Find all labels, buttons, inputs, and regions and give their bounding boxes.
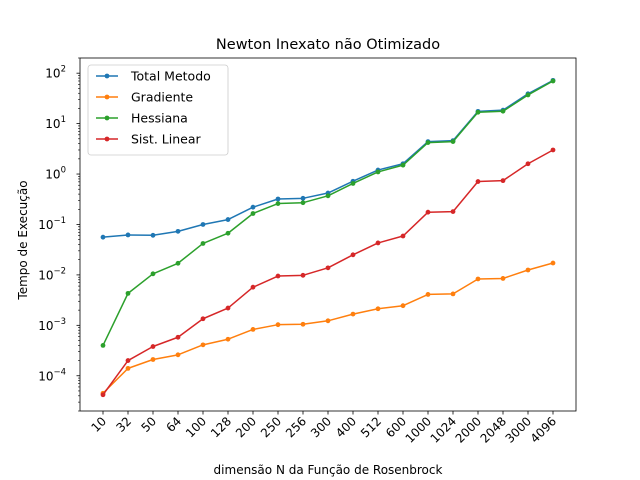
data-point-3-11 xyxy=(375,240,381,246)
data-point-2-11 xyxy=(375,169,381,175)
data-point-0-2 xyxy=(150,232,156,238)
chart-title: Newton Inexato não Otimizado xyxy=(216,37,440,53)
data-point-3-12 xyxy=(400,233,406,239)
data-point-3-13 xyxy=(425,209,431,215)
y-tick-label-3: 10−1 xyxy=(38,216,66,232)
data-point-3-6 xyxy=(250,284,256,290)
data-point-2-4 xyxy=(200,241,206,246)
data-point-1-8 xyxy=(300,321,306,327)
data-point-2-6 xyxy=(250,211,256,216)
data-point-2-16 xyxy=(500,108,506,114)
data-point-1-3 xyxy=(175,352,181,358)
data-point-2-10 xyxy=(350,181,356,186)
x-axis-label: dimensão N da Função de Rosenbrock xyxy=(214,463,443,477)
data-point-2-2 xyxy=(150,271,156,277)
data-point-2-3 xyxy=(175,260,181,266)
data-point-2-7 xyxy=(275,201,281,206)
legend-box xyxy=(87,64,229,156)
data-point-3-3 xyxy=(175,334,181,340)
data-point-3-17 xyxy=(525,161,531,167)
data-point-1-7 xyxy=(275,322,281,328)
data-point-1-13 xyxy=(425,292,431,297)
data-point-2-14 xyxy=(450,139,456,144)
data-point-1-15 xyxy=(475,276,481,282)
data-point-3-18 xyxy=(550,147,556,153)
data-point-2-0 xyxy=(100,342,106,348)
data-point-1-17 xyxy=(525,267,531,273)
data-point-1-10 xyxy=(350,311,356,317)
plot-area xyxy=(100,77,556,398)
data-point-1-18 xyxy=(550,260,556,266)
legend-marker-3 xyxy=(104,136,110,142)
data-point-3-15 xyxy=(475,179,481,184)
data-point-3-5 xyxy=(225,305,231,311)
legend-label-1: Gradiente xyxy=(131,90,193,105)
legend-marker-2 xyxy=(104,115,110,121)
data-point-0-5 xyxy=(225,217,231,222)
data-point-3-9 xyxy=(325,265,331,271)
data-point-0-1 xyxy=(125,232,131,238)
data-point-2-15 xyxy=(475,109,481,115)
data-point-3-16 xyxy=(500,178,506,184)
data-point-3-10 xyxy=(350,252,356,258)
data-point-1-1 xyxy=(125,365,131,371)
data-point-2-9 xyxy=(325,193,331,199)
y-tick-label-0: 10−4 xyxy=(38,367,66,383)
y-tick-label-1: 10−3 xyxy=(38,317,66,333)
data-point-1-14 xyxy=(450,291,456,297)
data-point-3-4 xyxy=(200,316,206,322)
data-point-1-6 xyxy=(250,327,256,332)
data-point-0-4 xyxy=(200,222,206,227)
data-point-2-12 xyxy=(400,162,406,168)
legend-label-3: Sist. Linear xyxy=(131,132,201,147)
data-point-1-5 xyxy=(225,336,231,342)
legend-label-0: Total Metodo xyxy=(130,69,211,84)
legend-marker-0 xyxy=(104,73,110,79)
data-point-1-12 xyxy=(400,303,406,309)
data-point-0-6 xyxy=(250,204,256,210)
data-point-2-1 xyxy=(125,290,131,296)
data-point-2-17 xyxy=(525,92,531,98)
data-point-2-8 xyxy=(300,200,306,206)
data-point-2-18 xyxy=(550,78,556,84)
legend: Total Metodo Gradiente Hessiana Sist. Linea… xyxy=(87,64,229,156)
legend-label-2: Hessiana xyxy=(131,111,188,126)
data-point-0-8 xyxy=(300,195,306,201)
data-point-0-3 xyxy=(175,228,181,234)
data-point-1-4 xyxy=(200,342,206,348)
data-point-0-7 xyxy=(275,196,281,202)
data-point-2-13 xyxy=(425,140,431,146)
data-point-1-16 xyxy=(500,276,506,281)
data-point-1-2 xyxy=(150,357,156,362)
legend-marker-1 xyxy=(104,94,110,100)
data-point-1-11 xyxy=(375,306,381,312)
data-point-0-0 xyxy=(100,234,106,240)
data-point-2-5 xyxy=(225,230,231,236)
data-point-3-7 xyxy=(275,273,281,279)
data-point-3-2 xyxy=(150,344,156,349)
y-tick-label-2: 10−2 xyxy=(38,266,66,282)
y-axis-label: Tempo de Execução xyxy=(16,180,30,300)
data-point-3-0 xyxy=(100,392,106,398)
data-point-3-8 xyxy=(300,272,306,278)
y-tick-label-5: 101 xyxy=(45,115,66,131)
data-point-1-9 xyxy=(325,318,331,324)
data-point-3-14 xyxy=(450,209,456,214)
y-tick-label-4: 100 xyxy=(45,166,66,182)
data-point-3-1 xyxy=(125,358,131,363)
y-tick-label-6: 102 xyxy=(45,65,66,81)
